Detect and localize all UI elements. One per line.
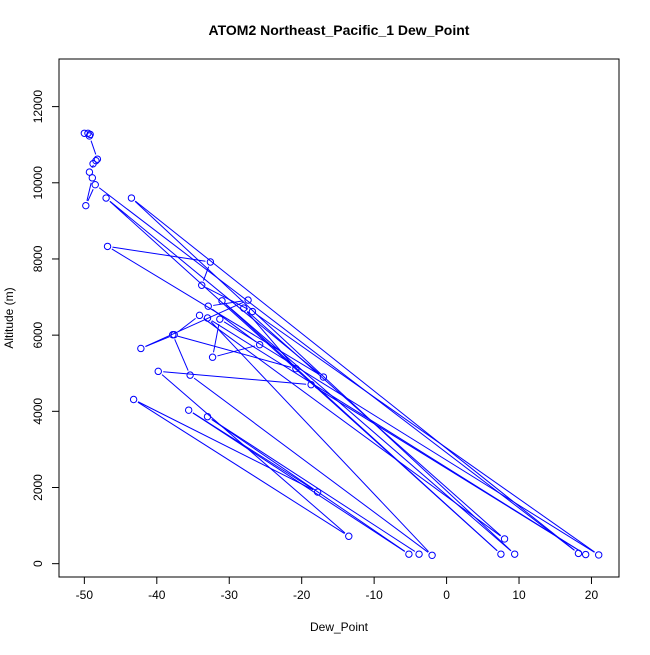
series-segment [192, 412, 405, 552]
data-point [240, 304, 248, 312]
series-segment [193, 377, 429, 553]
series-segment [213, 323, 220, 353]
x-tick-label: -40 [148, 588, 166, 602]
data-point [307, 380, 315, 389]
series-points [80, 129, 603, 559]
data-point [595, 551, 603, 559]
x-tick-label: 10 [512, 588, 526, 602]
data-point [82, 201, 90, 210]
data-point [574, 549, 583, 558]
series-segment [203, 266, 210, 281]
series-segment [177, 317, 196, 333]
data-point [500, 535, 509, 543]
data-point [85, 168, 94, 176]
y-axis: 0 2000 4000 6000 8000 10000 12000 [31, 90, 60, 567]
series-segment [86, 182, 92, 201]
y-tick-label: 2000 [31, 474, 45, 501]
series-segment [109, 200, 320, 375]
series-segment [225, 303, 512, 552]
data-point [292, 364, 300, 373]
series-segment [109, 200, 498, 552]
x-axis: -50 -40 -30 -20 -10 0 10 20 [76, 576, 599, 602]
series-segment [210, 321, 430, 553]
series-segment [90, 140, 97, 155]
data-point [428, 551, 436, 559]
data-point [154, 367, 162, 376]
data-point [88, 174, 97, 182]
data-point [313, 488, 322, 496]
series-segment [217, 345, 255, 357]
data-point [129, 395, 138, 404]
data-point [206, 258, 215, 266]
data-point [244, 296, 252, 304]
chart-title: ATOM2 Northeast_Pacific_1 Dew_Point [209, 22, 470, 38]
data-point [415, 550, 423, 558]
series-segment [145, 336, 170, 348]
series-segment [246, 311, 294, 366]
data-point [345, 532, 353, 540]
data-point [255, 340, 264, 349]
data-point [216, 315, 224, 323]
series-segment [256, 313, 595, 553]
series-segment [161, 374, 346, 534]
series-segment [87, 189, 94, 202]
series-segment [223, 321, 595, 553]
series-segment [112, 246, 206, 262]
series-segment [174, 339, 189, 371]
data-point [218, 297, 226, 305]
data-point [186, 371, 194, 379]
series-segment [211, 419, 406, 552]
series-line [86, 140, 595, 553]
y-tick-label: 8000 [31, 245, 45, 272]
y-tick-label: 10000 [31, 166, 45, 200]
data-point [510, 550, 519, 558]
x-tick-label: -30 [221, 588, 239, 602]
data-point [169, 331, 177, 339]
data-point [85, 132, 94, 140]
data-point [208, 353, 217, 361]
y-tick-label: 0 [31, 560, 45, 567]
y-axis-label: Altitude (m) [2, 287, 16, 348]
data-point [102, 194, 110, 202]
data-point [195, 311, 204, 320]
data-point [198, 281, 206, 289]
x-tick-label: -20 [293, 588, 311, 602]
series-segment [145, 301, 244, 347]
series-segment [137, 401, 345, 534]
data-point [248, 307, 257, 316]
y-tick-label: 12000 [31, 90, 45, 124]
data-point [137, 344, 145, 353]
series-segment [315, 386, 582, 553]
data-point [204, 302, 212, 310]
x-tick-label: -10 [365, 588, 383, 602]
series-segment [98, 187, 575, 551]
data-point [127, 194, 136, 202]
x-axis-label: Dew_Point [310, 620, 369, 634]
plot-frame [58, 58, 620, 578]
data-point [103, 242, 112, 251]
y-tick-label: 4000 [31, 398, 45, 425]
y-tick-label: 6000 [31, 321, 45, 348]
data-point [184, 406, 193, 414]
data-point [203, 314, 212, 322]
data-point [91, 180, 99, 189]
series-segment [203, 317, 501, 537]
data-point [203, 412, 212, 421]
data-point [92, 156, 100, 165]
data-point [319, 373, 328, 381]
series-segment [213, 300, 244, 306]
data-point [497, 550, 505, 558]
series-segment [211, 418, 416, 552]
data-point [93, 155, 102, 163]
data-point [405, 550, 413, 558]
series-segment [211, 308, 256, 343]
series-segment [137, 401, 314, 491]
x-tick-label: 20 [585, 588, 599, 602]
x-tick-label: -50 [76, 588, 94, 602]
x-tick-label: 0 [443, 588, 450, 602]
series-segment [177, 335, 292, 368]
data-point [581, 550, 590, 559]
